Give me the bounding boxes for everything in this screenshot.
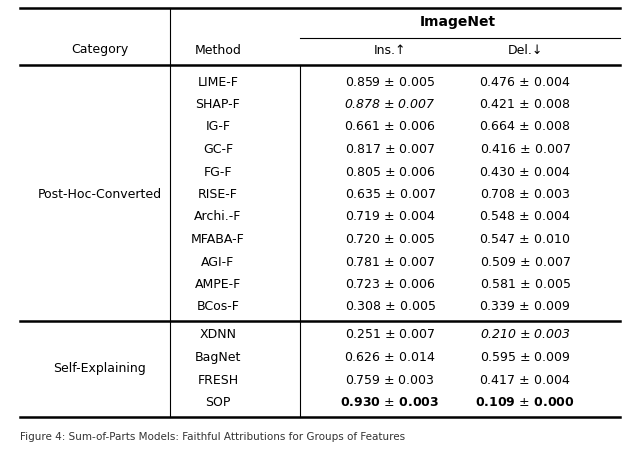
Text: IG-F: IG-F: [205, 121, 230, 133]
Text: 0.509 $\pm$ 0.007: 0.509 $\pm$ 0.007: [479, 256, 570, 268]
Text: Category: Category: [72, 44, 129, 57]
Text: Self-Explaining: Self-Explaining: [54, 362, 147, 375]
Text: 0.416 $\pm$ 0.007: 0.416 $\pm$ 0.007: [479, 143, 570, 156]
Text: 0.661 $\pm$ 0.006: 0.661 $\pm$ 0.006: [344, 121, 436, 133]
Text: 0.251 $\pm$ 0.007: 0.251 $\pm$ 0.007: [345, 329, 435, 342]
Text: 0.417 $\pm$ 0.004: 0.417 $\pm$ 0.004: [479, 373, 571, 387]
Text: 0.548 $\pm$ 0.004: 0.548 $\pm$ 0.004: [479, 210, 571, 224]
Text: 0.720 $\pm$ 0.005: 0.720 $\pm$ 0.005: [345, 233, 435, 246]
Text: 0.581 $\pm$ 0.005: 0.581 $\pm$ 0.005: [479, 278, 570, 291]
Text: 0.547 $\pm$ 0.010: 0.547 $\pm$ 0.010: [479, 233, 571, 246]
Text: 0.930 $\pm$ 0.003: 0.930 $\pm$ 0.003: [340, 396, 440, 409]
Text: GC-F: GC-F: [203, 143, 233, 156]
Text: RISE-F: RISE-F: [198, 188, 238, 201]
Text: 0.308 $\pm$ 0.005: 0.308 $\pm$ 0.005: [344, 301, 435, 314]
Text: 0.339 $\pm$ 0.009: 0.339 $\pm$ 0.009: [479, 301, 570, 314]
Text: FG-F: FG-F: [204, 165, 232, 179]
Text: FRESH: FRESH: [197, 373, 239, 387]
Text: 0.781 $\pm$ 0.007: 0.781 $\pm$ 0.007: [345, 256, 435, 268]
Text: BagNet: BagNet: [195, 351, 241, 364]
Text: 0.635 $\pm$ 0.007: 0.635 $\pm$ 0.007: [344, 188, 435, 201]
Text: AGI-F: AGI-F: [202, 256, 235, 268]
Text: Del.↓: Del.↓: [508, 44, 543, 57]
Text: 0.595 $\pm$ 0.009: 0.595 $\pm$ 0.009: [480, 351, 570, 364]
Text: LIME-F: LIME-F: [198, 76, 239, 88]
Text: SHAP-F: SHAP-F: [196, 98, 241, 111]
Text: 0.759 $\pm$ 0.003: 0.759 $\pm$ 0.003: [346, 373, 435, 387]
Text: 0.626 $\pm$ 0.014: 0.626 $\pm$ 0.014: [344, 351, 436, 364]
Text: 0.859 $\pm$ 0.005: 0.859 $\pm$ 0.005: [345, 76, 435, 88]
Text: 0.664 $\pm$ 0.008: 0.664 $\pm$ 0.008: [479, 121, 571, 133]
Text: BCos-F: BCos-F: [196, 301, 239, 314]
Text: SOP: SOP: [205, 396, 230, 409]
Text: MFABA-F: MFABA-F: [191, 233, 245, 246]
Text: 0.878 $\pm$ 0.007: 0.878 $\pm$ 0.007: [344, 98, 436, 111]
Text: 0.421 $\pm$ 0.008: 0.421 $\pm$ 0.008: [479, 98, 571, 111]
Text: Archi.-F: Archi.-F: [195, 210, 242, 224]
Text: Ins.↑: Ins.↑: [374, 44, 406, 57]
Text: Post-Hoc-Converted: Post-Hoc-Converted: [38, 188, 162, 201]
Text: 0.723 $\pm$ 0.006: 0.723 $\pm$ 0.006: [345, 278, 435, 291]
Text: 0.210 $\pm$ 0.003: 0.210 $\pm$ 0.003: [479, 329, 570, 342]
Text: ImageNet: ImageNet: [419, 15, 495, 29]
Text: XDNN: XDNN: [200, 329, 237, 342]
Text: 0.719 $\pm$ 0.004: 0.719 $\pm$ 0.004: [345, 210, 435, 224]
Text: 0.817 $\pm$ 0.007: 0.817 $\pm$ 0.007: [345, 143, 435, 156]
Text: 0.476 $\pm$ 0.004: 0.476 $\pm$ 0.004: [479, 76, 571, 88]
Text: 0.430 $\pm$ 0.004: 0.430 $\pm$ 0.004: [479, 165, 571, 179]
Text: 0.805 $\pm$ 0.006: 0.805 $\pm$ 0.006: [344, 165, 435, 179]
Text: 0.708 $\pm$ 0.003: 0.708 $\pm$ 0.003: [480, 188, 570, 201]
Text: Figure 4: Sum-of-Parts Models: Faithful Attributions for Groups of Features: Figure 4: Sum-of-Parts Models: Faithful …: [20, 431, 405, 441]
Text: Method: Method: [195, 44, 241, 57]
Text: AMPE-F: AMPE-F: [195, 278, 241, 291]
Text: 0.109 $\pm$ 0.000: 0.109 $\pm$ 0.000: [475, 396, 575, 409]
